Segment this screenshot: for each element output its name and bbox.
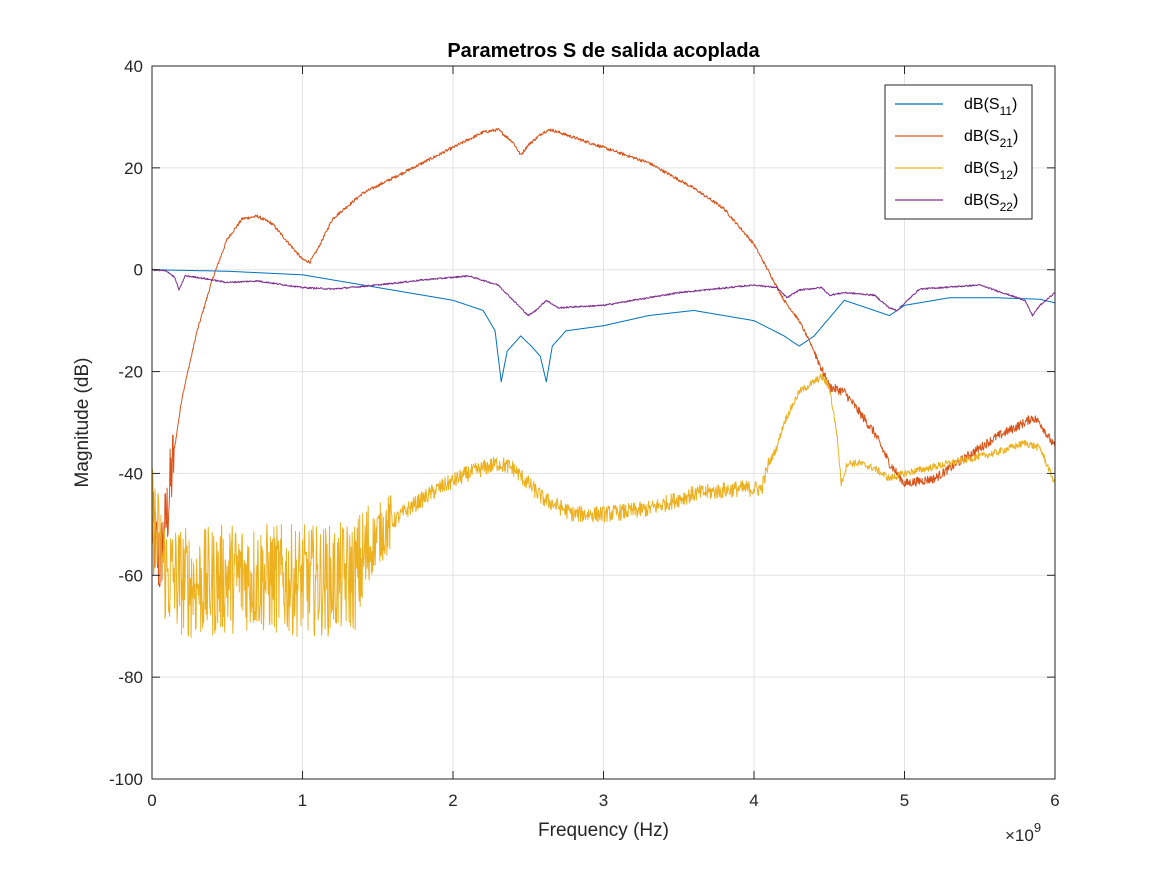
y-tick-label: -100 (109, 770, 143, 789)
y-tick-label: 0 (134, 261, 143, 280)
legend-label-subscript: 11 (1000, 104, 1013, 118)
legend-label-subscript: 21 (1000, 136, 1014, 150)
legend-label-main: dB(S (964, 128, 1000, 145)
legend-label-main: dB(S (964, 192, 1000, 209)
y-tick-label: 40 (124, 57, 143, 76)
legend-label-subscript: 12 (1000, 168, 1014, 182)
legend-label-main: dB(S (964, 96, 1000, 113)
x-tick-label: 2 (448, 791, 457, 810)
chart-title: Parametros S de salida acoplada (447, 40, 760, 62)
legend-label-subscript: 22 (1000, 200, 1014, 214)
x-exponent-power: 9 (1034, 820, 1041, 835)
series-line-11 (152, 269, 1056, 383)
legend-label-close: ) (1013, 192, 1018, 209)
plot-series (151, 127, 1056, 638)
legend-label: dB(S12) (964, 160, 1018, 182)
series-line-12 (151, 373, 1056, 638)
y-axis-label: Magnitude (dB) (72, 358, 93, 488)
y-tick-label: -40 (118, 464, 143, 483)
x-tick-label: 6 (1050, 791, 1059, 810)
legend-box (884, 84, 1033, 220)
legend-label: dB(S11) (964, 96, 1017, 118)
y-tick-label: -20 (118, 363, 143, 382)
x-tick-label: 1 (298, 791, 307, 810)
series-line-21 (151, 127, 1056, 588)
series-line-22 (151, 268, 1056, 317)
y-tick-label: -80 (118, 668, 143, 687)
x-tick-label: 3 (599, 791, 608, 810)
x-axis-exponent: ×109 (1005, 820, 1041, 845)
x-tick-label: 4 (749, 791, 758, 810)
legend-label-close: ) (1013, 128, 1018, 145)
x-axis-label: Frequency (Hz) (538, 820, 669, 841)
y-tick-label: 20 (124, 159, 143, 178)
legend-label-close: ) (1013, 160, 1018, 177)
legend-label: dB(S22) (964, 192, 1018, 214)
legend-label-main: dB(S (964, 160, 1000, 177)
x-exponent-base: ×10 (1005, 826, 1034, 845)
y-tick-label: -60 (118, 566, 143, 585)
legend-label-close: ) (1012, 96, 1017, 113)
x-tick-label: 5 (900, 791, 909, 810)
x-tick-label: 0 (147, 791, 156, 810)
legend: dB(S11)dB(S21)dB(S12)dB(S22) (884, 84, 1033, 220)
legend-label: dB(S21) (964, 128, 1018, 150)
